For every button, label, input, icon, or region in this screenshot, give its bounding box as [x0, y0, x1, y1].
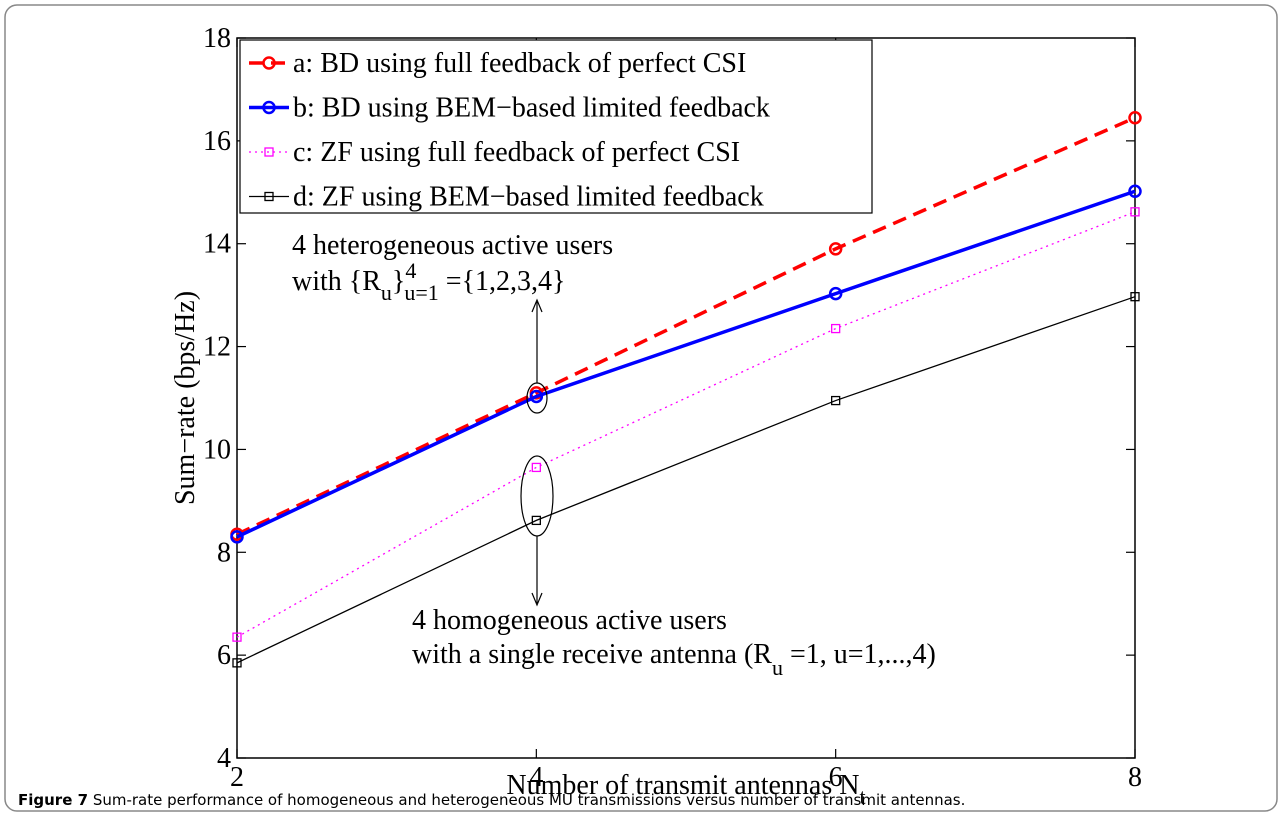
arrow-head [531, 592, 543, 607]
x-tick-label: 4 [529, 762, 543, 793]
y-tick-label: 12 [203, 332, 231, 363]
annotation-part: } [392, 266, 405, 297]
marker [1128, 184, 1142, 199]
frame [4, 4, 1278, 812]
legend-marker [264, 191, 274, 202]
annotations: 4 heterogeneous active users with {Ru}4 u… [292, 230, 936, 680]
y-tick-label: 4 [217, 743, 231, 774]
annotation-part: with a single receive antenna (R [412, 639, 772, 670]
line [236, 296, 1136, 664]
legend-marker [264, 147, 274, 157]
y-tick-label: 10 [203, 434, 231, 465]
y-axis-label: Sum−rate (bps/Hz) [170, 291, 201, 505]
annotation: 4 homogeneous active users [412, 605, 727, 636]
annotation-sub: u [381, 280, 392, 305]
legend-marker [262, 56, 276, 70]
x-axis-label: Number of transmit antennas Nt [506, 770, 865, 809]
marker [828, 286, 843, 301]
line [236, 211, 1136, 638]
marker [1128, 110, 1142, 125]
legend-label: d: ZF using BEM−based limited feedback [293, 182, 764, 213]
x-tick-label: 8 [1128, 762, 1142, 793]
caption: Figure 7 Sum-rate performance of homogen… [18, 791, 965, 809]
y-tick-label: 16 [203, 126, 231, 157]
marker [531, 515, 541, 526]
legend-marker [262, 100, 276, 115]
legend: a: BD using full feedback of perfect CSI… [239, 39, 873, 214]
series-layer [230, 110, 1142, 668]
y-tick-label: 14 [203, 229, 231, 260]
legend-label: c: ZF using full feedback of perfect CSI [293, 137, 740, 168]
marker [1130, 207, 1140, 217]
annotation-part: with {R [292, 266, 381, 297]
marker [531, 462, 541, 473]
line [236, 189, 1136, 539]
x-label-sub: t [859, 784, 865, 809]
marker [828, 242, 843, 256]
annotation-sub: u [772, 655, 783, 680]
legend-label: b: BD using BEM−based limited feedback [293, 93, 770, 124]
marker [831, 323, 841, 334]
x-tick-label: 2 [230, 762, 244, 793]
annotation-sub: u=1 [404, 280, 438, 305]
legend-label: a: BD using full feedback of perfect CSI [293, 48, 746, 79]
marker [529, 389, 544, 404]
caption-label: Figure 7 [18, 791, 88, 809]
arrow-head [531, 298, 543, 313]
annotation-part: ={1,2,3,4} [439, 266, 566, 297]
y-tick-label: 18 [203, 23, 231, 54]
caption-text: Sum-rate performance of homogeneous and … [88, 791, 965, 809]
annotation: with {Ru}4 u=1 ={1,2,3,4} [292, 258, 565, 305]
legend-box [239, 39, 873, 214]
annotation: with a single receive antenna (Ru =1, u=… [412, 639, 936, 680]
marker [831, 395, 841, 406]
marker [232, 632, 242, 642]
x-tick-label: 6 [829, 762, 843, 793]
annotation-sup: 4 [405, 258, 416, 283]
annotation: 4 heterogeneous active users [292, 230, 613, 261]
y-tick-label: 6 [217, 640, 231, 671]
marker [1130, 292, 1140, 302]
marker [230, 530, 244, 544]
y-tick-label: 8 [217, 537, 231, 568]
line [236, 116, 1136, 536]
annotation-part: =1, u=1,...,4) [783, 639, 936, 670]
marker [232, 658, 242, 668]
x-label-main: Number of transmit antennas N [506, 770, 859, 801]
